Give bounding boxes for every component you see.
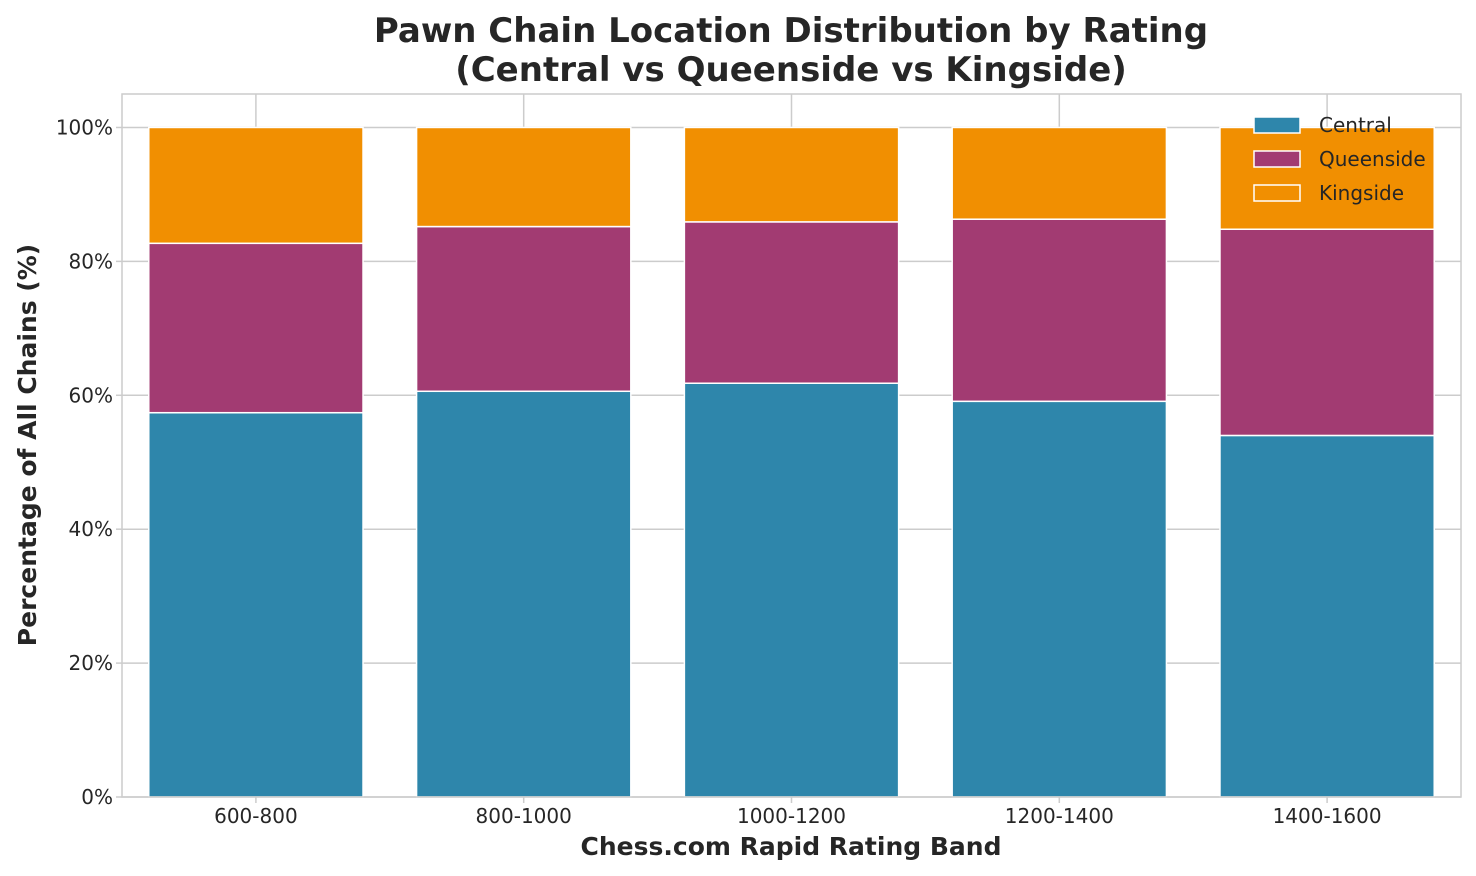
x-tick-label: 800-1000 [476, 804, 572, 828]
bar-central-800-1000 [415, 390, 632, 798]
x-ticks: 600-800 800-1000 1000-1200 1200-1400 1400-16… [214, 797, 1382, 828]
y-tick-label: 100% [56, 115, 113, 139]
y-ticks: 0% 20% 40% 60% 80% 100% [56, 115, 122, 809]
y-tick-label: 80% [69, 249, 113, 273]
bar-queenside-800-1000 [415, 225, 632, 393]
bars [148, 126, 1435, 798]
bar-kingside-800-1000 [415, 126, 632, 228]
bar-central-1200-1400 [951, 400, 1168, 798]
y-tick-label: 0% [81, 785, 113, 809]
bar-queenside-1000-1200 [683, 221, 900, 384]
x-tick-label: 1200-1400 [1005, 804, 1114, 828]
legend-label-queenside: Queenside [1319, 147, 1426, 171]
x-tick-label: 600-800 [214, 804, 298, 828]
chart-title-line-1: Pawn Chain Location Distribution by Rati… [374, 11, 1208, 51]
bar-queenside-600-800 [148, 242, 364, 414]
legend: Central Queenside Kingside [1253, 113, 1426, 205]
y-tick-label: 20% [69, 651, 113, 675]
legend-label-central: Central [1319, 113, 1392, 137]
bar-kingside-1400-1600 [1219, 126, 1435, 230]
bar-queenside-1400-1600 [1219, 228, 1435, 437]
bar-kingside-600-800 [148, 126, 364, 245]
legend-swatch-central [1253, 116, 1301, 134]
legend-swatch-kingside [1253, 184, 1301, 202]
y-axis-label: Percentage of All Chains (%) [13, 244, 42, 646]
bar-central-1400-1600 [1219, 434, 1435, 798]
x-axis-label: Chess.com Rapid Rating Band [581, 832, 1002, 861]
x-tick-label: 1400-1600 [1273, 804, 1382, 828]
y-tick-label: 40% [69, 517, 113, 541]
y-tick-label: 60% [69, 383, 113, 407]
bar-queenside-1200-1400 [951, 218, 1168, 403]
legend-swatch-queenside [1253, 150, 1301, 168]
bar-central-600-800 [148, 411, 364, 798]
x-tick-label: 1000-1200 [737, 804, 846, 828]
chart-title-line-2: (Central vs Queenside vs Kingside) [455, 50, 1127, 90]
bar-kingside-1200-1400 [951, 126, 1168, 220]
bar-kingside-1000-1200 [683, 126, 900, 223]
legend-label-kingside: Kingside [1319, 181, 1404, 205]
bar-central-1000-1200 [683, 382, 900, 798]
